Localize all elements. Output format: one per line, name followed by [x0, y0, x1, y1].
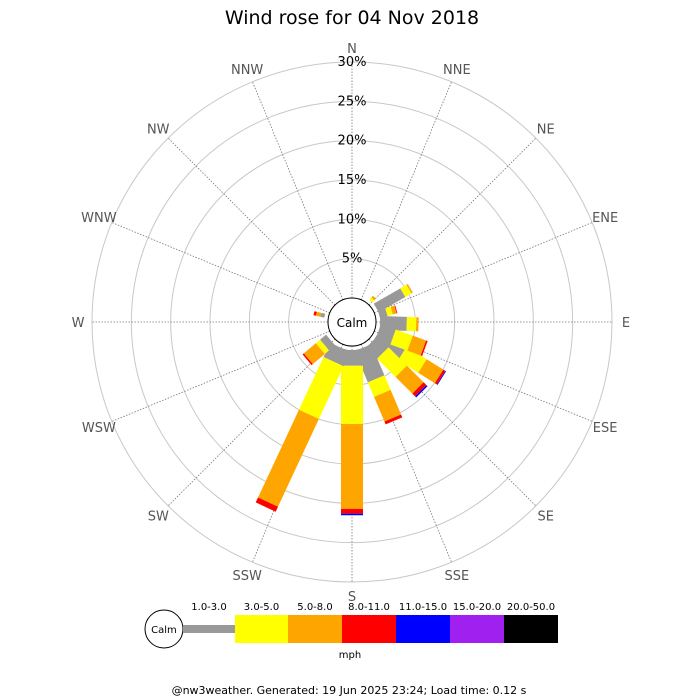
- direction-label-wnw: WNW: [81, 211, 117, 226]
- bar-sse-segment-3: [384, 414, 403, 425]
- direction-label-ese: ESE: [593, 421, 618, 436]
- bar-small-e-n-segment-2: [390, 305, 397, 315]
- bar-small-se2-segment-2: [395, 365, 424, 394]
- ring-6: [91, 61, 613, 583]
- spoke-nne: [360, 81, 452, 300]
- ring-label-5: 25%: [338, 94, 367, 109]
- direction-label-n: N: [347, 42, 357, 57]
- legend-label-5: 15.0-20.0: [453, 602, 501, 613]
- spoke-sw: [167, 338, 336, 507]
- spoke-wnw: [111, 222, 330, 314]
- ring-labels: 5% 10% 15% 20% 25% 30%: [338, 55, 367, 267]
- bar-small-ne2-segment-1: [369, 297, 375, 303]
- bar-small-ssw2-segment-0: [334, 347, 352, 363]
- direction-label-s: S: [348, 590, 356, 605]
- ring-label-6: 30%: [338, 55, 367, 70]
- bar-small-w-segment-3: [313, 311, 317, 316]
- direction-label-sse: SSE: [444, 569, 469, 584]
- bar-sse-segment-1: [367, 375, 391, 397]
- bar-ne-segment-1: [400, 284, 412, 297]
- bar-small-se2-segment-0: [366, 336, 389, 359]
- chart-title: Wind rose for 04 Nov 2018: [225, 7, 479, 29]
- direction-label-nne: NNE: [443, 63, 471, 78]
- bar-e-segment-0: [379, 315, 407, 331]
- direction-label-se: SE: [538, 510, 554, 525]
- direction-label-ne: NE: [537, 122, 555, 137]
- bar-se-segment-3: [434, 369, 446, 385]
- bar-small-ne2-segment-2: [371, 295, 376, 301]
- bar-small-ese-segment-2: [407, 335, 427, 356]
- direction-label-nw: NW: [147, 122, 170, 137]
- bar-small-sw-segment-1: [315, 339, 330, 354]
- bar-sse-segment-2: [374, 389, 402, 422]
- direction-label-ene: ENE: [592, 211, 618, 226]
- direction-label-sw: SW: [148, 510, 169, 525]
- bar-ne-segment-0: [373, 288, 406, 313]
- ring-5: [130, 100, 574, 544]
- bar-small-se2-segment-3: [412, 382, 427, 397]
- legend-calm-label: Calm: [151, 625, 177, 636]
- bar-ssw-segment-3: [255, 497, 278, 512]
- legend-swatch-2: [288, 615, 342, 643]
- direction-label-nnw: NNW: [231, 63, 263, 78]
- bar-small-ese-segment-3: [420, 340, 428, 357]
- bar-small-ese-segment-1: [390, 329, 413, 351]
- bar-se-segment-1: [398, 346, 427, 373]
- spoke-wsw: [111, 330, 330, 422]
- legend-label-4: 11.0-15.0: [399, 602, 447, 613]
- spoke-ne: [368, 137, 537, 306]
- spoke-nnw: [252, 81, 344, 300]
- ring-label-3: 15%: [338, 173, 367, 188]
- bar-small-se2-segment-1: [377, 347, 407, 377]
- bar-small-ese-segment-0: [375, 324, 396, 345]
- bar-small-sw-segment-3: [302, 353, 313, 366]
- ring-label-4: 20%: [338, 134, 367, 149]
- legend-label-0: 1.0-3.0: [191, 602, 226, 613]
- bar-small-sw-segment-0: [320, 334, 336, 351]
- spoke-nw: [167, 137, 336, 306]
- calm-circle: [327, 297, 377, 347]
- ring-label-2: 10%: [338, 212, 367, 227]
- legend-swatch-6: [504, 615, 558, 643]
- direction-label-ssw: SSW: [232, 569, 262, 584]
- direction-label-wsw: WSW: [82, 421, 116, 436]
- bar-ssw-segment-2: [258, 409, 319, 507]
- legend-label-1: 3.0-5.0: [244, 602, 279, 613]
- bar-small-sw-segment-2: [303, 343, 325, 365]
- bar-ne-segment-2: [406, 284, 413, 294]
- bar-small-e-n-segment-0: [377, 308, 388, 319]
- spoke-ene: [374, 222, 593, 314]
- bar-se-segment-2: [418, 359, 444, 384]
- bar-ssw-segment-1: [298, 356, 344, 420]
- wind-bars: [255, 284, 447, 516]
- footer-text: @nw3weather. Generated: 19 Jun 2025 23:2…: [172, 684, 527, 697]
- legend-swatch-0: [183, 625, 235, 633]
- bar-small-e-n-segment-1: [385, 306, 393, 316]
- ring-label-1: 5%: [342, 252, 363, 267]
- legend-swatch-3: [342, 615, 396, 643]
- legend-label-2: 5.0-8.0: [297, 602, 332, 613]
- bar-small-sse2-segment-0: [350, 347, 368, 363]
- bar-small-w-segment-0: [320, 312, 326, 318]
- direction-labels: N NNE NE ENE E ESE SE SSE S SSW SW WSW W WNW NW NNW: [72, 42, 631, 605]
- bar-small-se2-segment-4: [415, 385, 428, 398]
- direction-label-w: W: [72, 316, 85, 331]
- legend-label-3: 8.0-11.0: [348, 602, 390, 613]
- legend-unit: mph: [339, 650, 361, 661]
- legend: Calm 1.0-3.0 3.0-5.0 5.0-8.0 8.0-11.0 11.0-15…: [144, 602, 558, 649]
- legend-swatch-1: [235, 615, 288, 643]
- calm-label: Calm: [337, 316, 368, 330]
- bar-small-w-segment-2: [315, 311, 322, 317]
- legend-label-6: 20.0-50.0: [507, 602, 555, 613]
- legend-swatch-4: [396, 615, 450, 643]
- legend-swatch-5: [450, 615, 504, 643]
- direction-label-e: E: [622, 316, 630, 331]
